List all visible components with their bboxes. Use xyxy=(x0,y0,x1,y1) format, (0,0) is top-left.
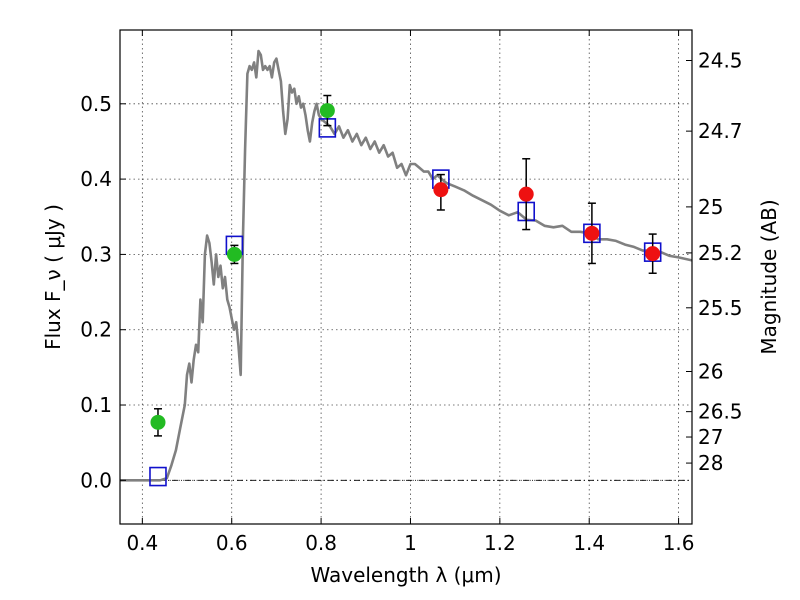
optical-data-point xyxy=(226,246,242,262)
nir-data-point xyxy=(433,182,449,198)
x-axis-title: Wavelength λ (μm) xyxy=(310,563,501,587)
plot-area xyxy=(120,49,692,482)
right-tick-label: 27 xyxy=(698,425,723,449)
optical-data-point xyxy=(150,414,166,430)
marker-layer xyxy=(149,94,662,487)
model-flux-box xyxy=(149,466,167,487)
axis-ticks: 0.4 0.6 0.8 1 1.2 1.4 1.6 0.0 0.1 0.2 0.3 0.4 0.5 24.… xyxy=(80,30,743,555)
x-tick-label: 1.4 xyxy=(573,531,605,555)
nir-data-point xyxy=(518,186,534,202)
y-tick-label: 0.2 xyxy=(80,318,112,342)
right-tick-label: 25.2 xyxy=(698,241,743,265)
x-tick-label: 1.2 xyxy=(484,531,516,555)
y-axis-title: Flux F_ν ( μJy ) xyxy=(41,204,65,350)
nir-data-point xyxy=(584,225,600,241)
x-tick-label: 1 xyxy=(404,531,417,555)
right-axis-title: Magnitude (AB) xyxy=(757,199,781,354)
right-tick-label: 28 xyxy=(698,451,723,475)
optical-data-point xyxy=(319,103,335,119)
x-tick-label: 1.6 xyxy=(663,531,695,555)
y-tick-label: 0.1 xyxy=(80,393,112,417)
right-tick-label: 24.7 xyxy=(698,119,743,143)
right-tick-label: 25 xyxy=(698,195,723,219)
right-tick-label: 25.5 xyxy=(698,296,743,320)
y-tick-label: 0.5 xyxy=(80,92,112,116)
x-tick-label: 0.8 xyxy=(305,531,337,555)
right-tick-label: 26 xyxy=(698,360,723,384)
y-tick-label: 0.4 xyxy=(80,167,112,191)
right-tick-label: 24.5 xyxy=(698,48,743,72)
right-tick-label: 26.5 xyxy=(698,400,743,424)
x-tick-label: 0.4 xyxy=(126,531,158,555)
nir-data-point xyxy=(645,246,661,262)
x-tick-label: 0.6 xyxy=(216,531,248,555)
spectrum-line xyxy=(120,49,692,482)
y-tick-label: 0.0 xyxy=(80,468,112,492)
plot-frame xyxy=(119,29,693,525)
y-tick-label: 0.3 xyxy=(80,242,112,266)
